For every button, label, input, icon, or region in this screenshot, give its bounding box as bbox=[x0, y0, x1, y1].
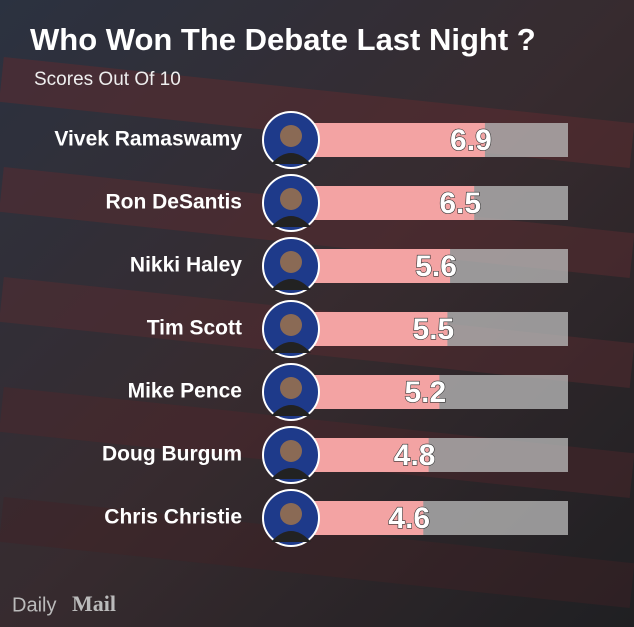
avatar-head bbox=[280, 314, 302, 336]
value-label: 5.6 bbox=[415, 250, 457, 283]
logo-mail: Mail bbox=[72, 591, 116, 616]
category-label: Doug Burgum bbox=[102, 443, 242, 466]
avatar-body bbox=[271, 216, 311, 227]
bar bbox=[300, 375, 440, 409]
avatar-body bbox=[271, 342, 311, 353]
avatar-body bbox=[271, 153, 311, 164]
bar bbox=[300, 438, 429, 472]
bar bbox=[300, 501, 424, 535]
avatar-head bbox=[280, 125, 302, 147]
category-label: Tim Scott bbox=[147, 317, 242, 340]
avatar-body bbox=[271, 531, 311, 542]
category-label: Ron DeSantis bbox=[105, 191, 242, 214]
category-label: Mike Pence bbox=[128, 380, 242, 403]
value-label: 6.9 bbox=[450, 124, 492, 157]
bar bbox=[300, 123, 485, 157]
value-label: 4.8 bbox=[394, 439, 436, 472]
category-label: Nikki Haley bbox=[130, 254, 242, 277]
bar bbox=[300, 312, 448, 346]
avatar-head bbox=[280, 251, 302, 273]
avatar-head bbox=[280, 503, 302, 525]
avatar-head bbox=[280, 440, 302, 462]
value-label: 5.2 bbox=[405, 376, 447, 409]
chart-title: Who Won The Debate Last Night ? bbox=[30, 22, 536, 57]
category-label: Chris Christie bbox=[104, 506, 242, 529]
bar bbox=[300, 186, 475, 220]
avatar-head bbox=[280, 377, 302, 399]
avatar-body bbox=[271, 405, 311, 416]
bar bbox=[300, 249, 451, 283]
category-label: Vivek Ramaswamy bbox=[54, 128, 242, 151]
logo-daily: Daily bbox=[12, 594, 56, 616]
value-label: 5.5 bbox=[413, 313, 455, 346]
avatar-body bbox=[271, 468, 311, 479]
value-label: 4.6 bbox=[388, 502, 430, 535]
avatar-head bbox=[280, 188, 302, 210]
avatar-body bbox=[271, 279, 311, 290]
chart-subtitle: Scores Out Of 10 bbox=[34, 69, 181, 90]
value-label: 6.5 bbox=[439, 187, 481, 220]
